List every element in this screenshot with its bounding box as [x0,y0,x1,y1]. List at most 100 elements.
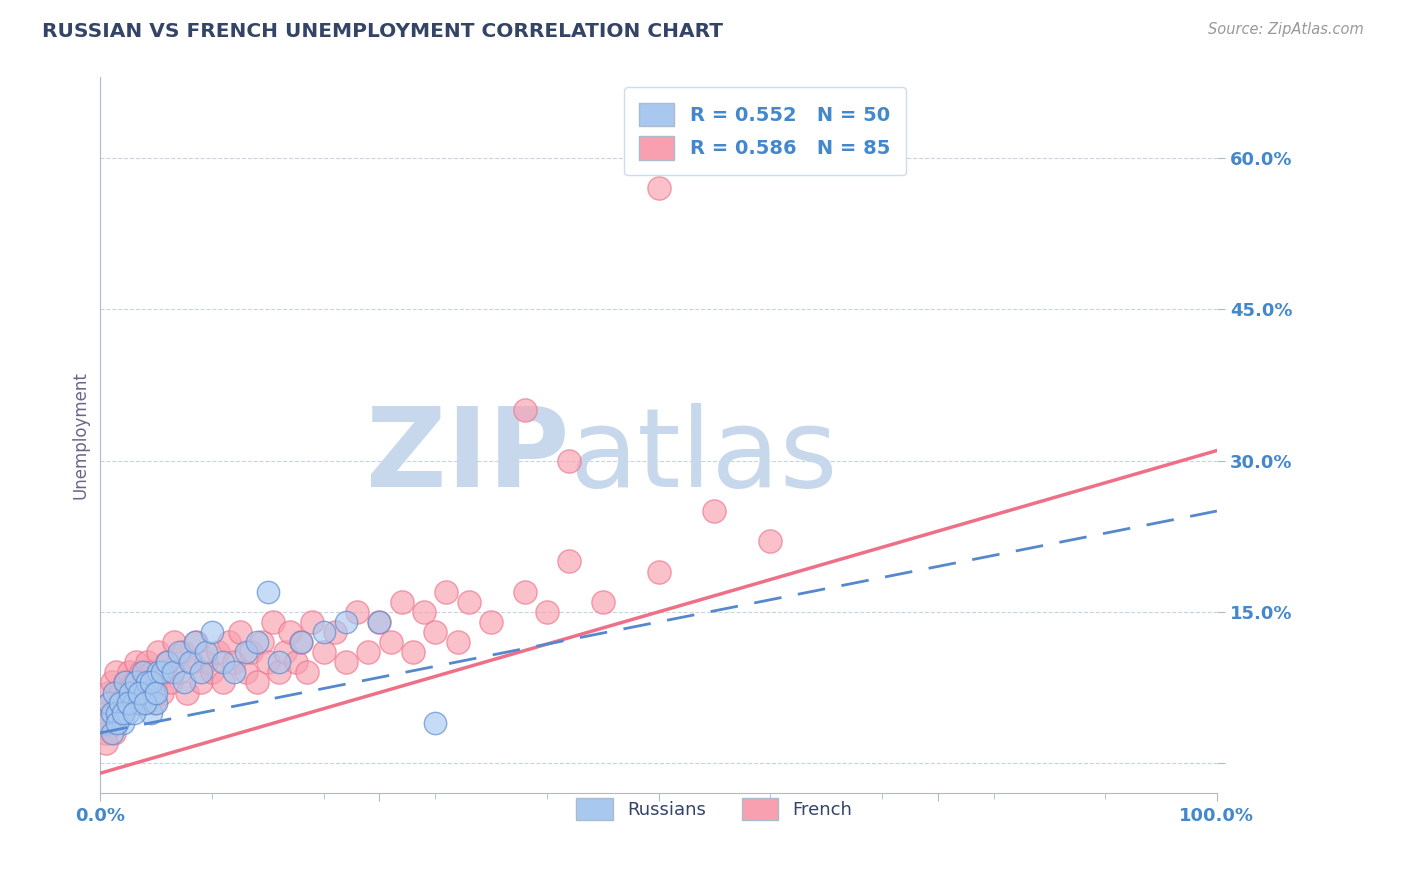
Point [368,615,391,629]
Point [391,595,413,609]
Point [122,675,145,690]
Point [134,685,156,699]
Point [229,625,252,640]
Point [132,665,155,680]
Point [246,635,269,649]
Point [195,655,218,669]
Point [346,605,368,619]
Point [145,675,167,690]
Point [558,554,581,568]
Point [156,655,179,669]
Point [127,685,149,699]
Point [150,665,173,680]
Point [446,635,468,649]
Point [128,685,150,699]
Point [176,685,198,699]
Point [413,605,436,619]
Point [122,706,145,720]
Point [278,625,301,640]
Point [402,645,425,659]
Point [163,635,186,649]
Point [148,645,170,659]
Point [425,715,447,730]
Point [457,595,479,609]
Point [125,675,148,690]
Point [132,696,155,710]
Point [103,685,125,699]
Point [145,696,167,710]
Point [122,696,145,710]
Point [104,665,127,680]
Point [267,665,290,680]
Point [142,696,165,710]
Point [207,645,229,659]
Point [235,645,257,659]
Point [100,696,122,710]
Point [150,685,173,699]
Point [120,685,142,699]
Point [290,635,312,649]
Point [252,635,274,649]
Point [134,675,156,690]
Point [173,675,195,690]
Point [267,655,290,669]
Point [284,655,307,669]
Point [114,675,136,690]
Text: atlas: atlas [569,403,838,510]
Point [110,685,132,699]
Text: ZIP: ZIP [366,403,569,510]
Point [295,665,318,680]
Point [100,675,122,690]
Point [301,615,323,629]
Point [368,615,391,629]
Point [256,655,278,669]
Point [558,453,581,467]
Point [380,635,402,649]
Point [256,584,278,599]
Point [142,685,165,699]
Point [190,675,212,690]
Point [647,565,669,579]
Point [479,615,502,629]
Point [224,655,246,669]
Point [290,635,312,649]
Point [100,726,122,740]
Point [184,635,207,649]
Point [118,665,141,680]
Point [240,645,263,659]
Point [117,706,139,720]
Point [94,706,117,720]
Point [103,726,125,740]
Point [323,625,346,640]
Point [148,665,170,680]
Point [139,675,162,690]
Point [167,665,190,680]
Point [100,706,122,720]
Point [235,665,257,680]
Point [167,645,190,659]
Point [103,706,125,720]
Point [759,534,782,549]
Point [179,655,201,669]
Point [94,726,117,740]
Point [180,655,202,669]
Point [97,685,120,699]
Point [186,635,208,649]
Point [436,584,458,599]
Point [117,696,139,710]
Point [94,736,117,750]
Point [592,595,614,609]
Point [335,655,357,669]
Point [114,675,136,690]
Point [98,696,121,710]
Point [105,715,128,730]
Point [425,625,447,640]
Point [159,675,181,690]
Point [273,645,295,659]
Y-axis label: Unemployment: Unemployment [72,371,89,500]
Point [212,655,235,669]
Point [262,615,284,629]
Point [111,715,134,730]
Point [94,715,117,730]
Point [312,625,335,640]
